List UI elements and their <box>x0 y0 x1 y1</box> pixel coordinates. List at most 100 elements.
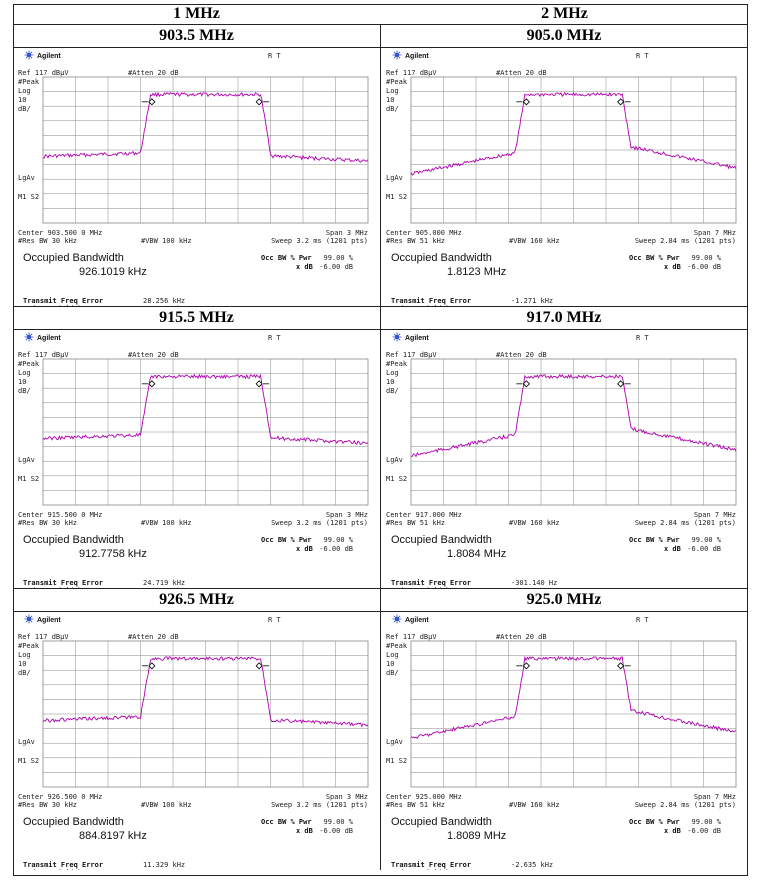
occupied-bandwidth-label: Occupied Bandwidth <box>391 816 492 828</box>
occupied-bandwidth-value: 1.8084 MHz <box>447 548 506 560</box>
x-db-bandwidth-value: 798.962 kHz <box>143 587 189 588</box>
bandwidth-markers <box>141 98 270 106</box>
video-bandwidth: #VBW 100 kHz <box>141 801 192 809</box>
bandwidth-markers <box>516 98 631 106</box>
reference-level: Ref 117 dBµV <box>18 633 69 641</box>
scale-type: Log <box>386 87 399 95</box>
scale-value: 10 <box>18 660 26 668</box>
rt-indicator: R T <box>636 52 649 60</box>
grid <box>42 358 369 506</box>
marker-status: M1 S2 <box>18 757 39 765</box>
occupied-bandwidth-label: Occupied Bandwidth <box>391 252 492 264</box>
agilent-logo-icon <box>392 332 402 342</box>
video-bandwidth: #VBW 160 kHz <box>509 519 560 527</box>
x-db-bandwidth-label: x dB Bandwidth <box>391 587 450 588</box>
x-db-label: x dB <box>664 545 681 553</box>
reference-level: Ref 117 dBµV <box>386 69 437 77</box>
scale-type: Log <box>18 651 31 659</box>
spectrum-trace <box>42 656 369 728</box>
occ-bw-power-label: Occ BW % Pwr <box>629 818 680 826</box>
spectrum-trace <box>410 655 737 740</box>
scale-type: Log <box>18 369 31 377</box>
resolution-bandwidth: #Res BW 51 kHz <box>386 519 445 527</box>
averaging-mode: LgAv <box>386 456 403 464</box>
spectrum-trace <box>411 373 737 458</box>
x-db-label: x dB <box>296 545 313 553</box>
resolution-bandwidth: #Res BW 51 kHz <box>386 801 445 809</box>
rt-indicator: R T <box>636 616 649 624</box>
center-frequency: Center 903.500 0 MHz <box>18 229 102 237</box>
span: Span 7 MHz <box>694 229 736 237</box>
x-db-bandwidth-label: x dB Bandwidth <box>391 869 450 870</box>
scale-type: Log <box>18 87 31 95</box>
scale-unit: dB/ <box>386 669 399 677</box>
rt-indicator: R T <box>268 616 281 624</box>
bandwidth-markers <box>141 380 270 388</box>
resolution-bandwidth: #Res BW 30 kHz <box>18 519 77 527</box>
spectrum-panel-4: 917.0 MHz Agilent R T Ref 117 dBµV #Atten 20… <box>380 306 747 588</box>
sweep-time: Sweep 2.84 ms (1201 pts) <box>635 237 736 245</box>
agilent-logo-icon <box>24 614 34 624</box>
span: Span 3 MHz <box>326 511 368 519</box>
spectrum-trace <box>42 91 369 163</box>
spectrum-panel-5: 926.5 MHz Agilent R T Ref 117 dBµV #Atten 20… <box>13 588 380 870</box>
detector-mode: #Peak <box>18 360 40 368</box>
transmit-freq-error-value: 11.329 kHz <box>143 861 185 869</box>
scale-value: 10 <box>18 378 26 386</box>
reference-level: Ref 117 dBµV <box>386 633 437 641</box>
occ-bw-power-value: 99.00 % <box>323 818 353 826</box>
panel-frequency-title: 903.5 MHz <box>13 25 380 48</box>
occupied-bandwidth-label: Occupied Bandwidth <box>391 534 492 546</box>
brand-label: Agilent <box>37 53 61 60</box>
x-db-bandwidth-label: x dB Bandwidth <box>23 587 82 588</box>
center-frequency: Center 917.000 MHz <box>386 511 462 519</box>
averaging-mode: LgAv <box>18 738 35 746</box>
x-db-bandwidth-value: 802.631 kHz <box>143 305 189 306</box>
x-db-label: x dB <box>296 827 313 835</box>
resolution-bandwidth: #Res BW 30 kHz <box>18 801 77 809</box>
video-bandwidth: #VBW 160 kHz <box>509 801 560 809</box>
attenuation: #Atten 20 dB <box>128 351 179 359</box>
transmit-freq-error-label: Transmit Freq Error <box>391 861 471 869</box>
occ-bw-power-label: Occ BW % Pwr <box>629 536 680 544</box>
grid <box>42 640 369 788</box>
attenuation: #Atten 20 dB <box>496 69 547 77</box>
x-db-value: -6.00 dB <box>687 545 721 553</box>
detector-mode: #Peak <box>18 642 40 650</box>
occupied-bandwidth-value: 912.7758 kHz <box>79 548 147 560</box>
occupied-bandwidth-value: 1.8123 MHz <box>447 266 506 278</box>
transmit-freq-error-label: Transmit Freq Error <box>391 579 471 587</box>
x-db-value: -6.00 dB <box>687 827 721 835</box>
brand-label: Agilent <box>37 335 61 342</box>
transmit-freq-error-value: -1.271 kHz <box>511 297 553 305</box>
occ-bw-power-label: Occ BW % Pwr <box>261 254 312 262</box>
scale-type: Log <box>386 369 399 377</box>
occ-bw-power-value: 99.00 % <box>691 818 721 826</box>
marker-status: M1 S2 <box>386 193 407 201</box>
span: Span 3 MHz <box>326 793 368 801</box>
rt-indicator: R T <box>268 334 281 342</box>
transmit-freq-error-label: Transmit Freq Error <box>23 297 103 305</box>
grid <box>410 76 737 224</box>
transmit-freq-error-label: Transmit Freq Error <box>23 579 103 587</box>
x-db-value: -6.00 dB <box>319 545 353 553</box>
reference-level: Ref 117 dBµV <box>386 351 437 359</box>
x-db-bandwidth-value: 804.422 kHz <box>143 869 189 870</box>
detector-mode: #Peak <box>386 360 408 368</box>
scale-unit: dB/ <box>18 105 31 113</box>
reference-level: Ref 117 dBµV <box>18 69 69 77</box>
attenuation: #Atten 20 dB <box>128 69 179 77</box>
x-db-bandwidth-label: x dB Bandwidth <box>23 869 82 870</box>
marker-status: M1 S2 <box>18 475 39 483</box>
averaging-mode: LgAv <box>18 174 35 182</box>
agilent-logo-icon <box>392 614 402 624</box>
span: Span 7 MHz <box>694 793 736 801</box>
panel-frequency-title: 905.0 MHz <box>381 25 747 48</box>
sweep-time: Sweep 2.84 ms (1201 pts) <box>635 801 736 809</box>
brand-label: Agilent <box>405 335 429 342</box>
sweep-time: Sweep 3.2 ms (1201 pts) <box>271 801 368 809</box>
spectrum-panel-6: 925.0 MHz Agilent R T Ref 117 dBµV #Atten 20… <box>380 588 747 870</box>
occ-bw-power-label: Occ BW % Pwr <box>629 254 680 262</box>
